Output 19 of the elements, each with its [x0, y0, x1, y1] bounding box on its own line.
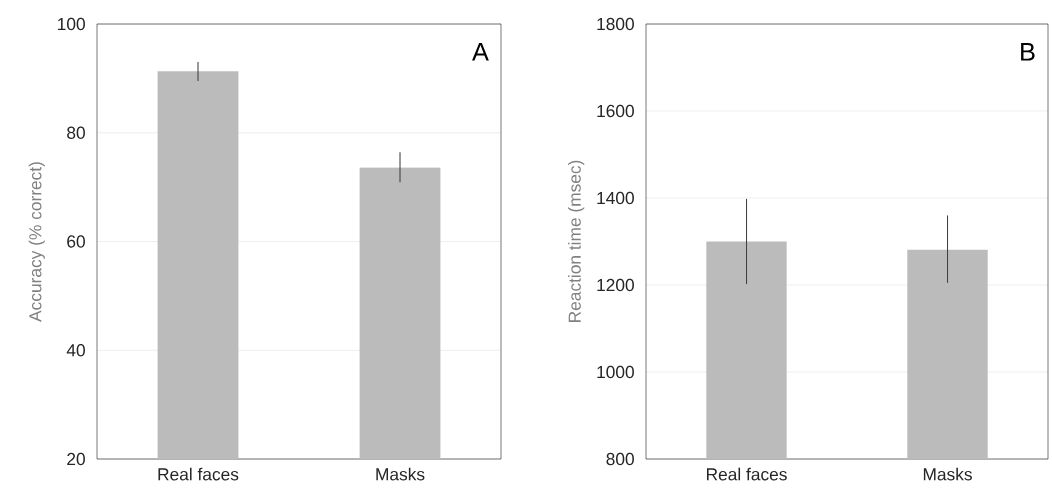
y-tick-label: 1200: [597, 278, 634, 292]
y-tick-label: 800: [606, 452, 634, 466]
y-tick-label: 60: [67, 235, 85, 248]
x-tick-label: Masks: [923, 467, 972, 481]
y-tick-label: 20: [67, 452, 85, 466]
x-tick-label: Real faces: [706, 467, 787, 481]
y-tick-label: 1000: [597, 365, 634, 379]
y-tick-label: 1400: [597, 191, 634, 205]
x-tick-label: Masks: [376, 467, 425, 481]
y-tick-label: 80: [67, 126, 85, 139]
y-axis-title: Accuracy (% correct): [28, 162, 45, 322]
x-tick-label: Real faces: [158, 467, 239, 481]
annotation: B: [1021, 43, 1035, 61]
y-tick-label: 40: [66, 344, 85, 357]
y-tick-label: 1800: [597, 17, 634, 31]
annotation: A: [472, 43, 489, 61]
y-tick-label: 100: [58, 17, 85, 31]
y-axis-title: Reaction time (msec): [568, 160, 585, 322]
y-tick-label: 1600: [597, 104, 634, 118]
